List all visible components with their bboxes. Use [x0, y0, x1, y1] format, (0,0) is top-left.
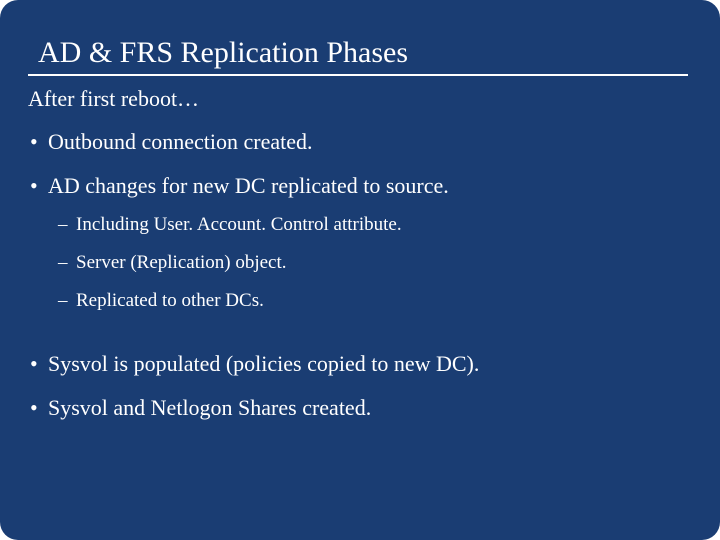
- slide-subtitle: After first reboot…: [28, 86, 692, 112]
- bullet-text: Including User. Account. Control attribu…: [76, 214, 402, 235]
- spacer: [28, 328, 692, 350]
- bullet-text: Replicated to other DCs.: [76, 290, 264, 311]
- slide-title: AD & FRS Replication Phases: [38, 36, 692, 70]
- list-item: Sysvol and Netlogon Shares created.: [28, 394, 692, 422]
- bullet-list: Sysvol is populated (policies copied to …: [28, 350, 692, 421]
- bullet-text: Server (Replication) object.: [76, 252, 287, 273]
- sub-bullet-list: Including User. Account. Control attribu…: [48, 213, 692, 312]
- bullet-text: Sysvol and Netlogon Shares created.: [48, 395, 371, 420]
- list-item: Including User. Account. Control attribu…: [58, 213, 692, 237]
- slide: AD & FRS Replication Phases After first …: [0, 0, 720, 540]
- list-item: Replicated to other DCs.: [58, 289, 692, 313]
- bullet-text: Sysvol is populated (policies copied to …: [48, 351, 479, 376]
- bullet-text: AD changes for new DC replicated to sour…: [48, 173, 449, 198]
- bullet-list: Outbound connection created. AD changes …: [28, 128, 692, 312]
- title-underline: [28, 74, 688, 76]
- list-item: Sysvol is populated (policies copied to …: [28, 350, 692, 378]
- list-item: Outbound connection created.: [28, 128, 692, 156]
- list-item: Server (Replication) object.: [58, 251, 692, 275]
- bullet-text: Outbound connection created.: [48, 129, 313, 154]
- list-item: AD changes for new DC replicated to sour…: [28, 172, 692, 313]
